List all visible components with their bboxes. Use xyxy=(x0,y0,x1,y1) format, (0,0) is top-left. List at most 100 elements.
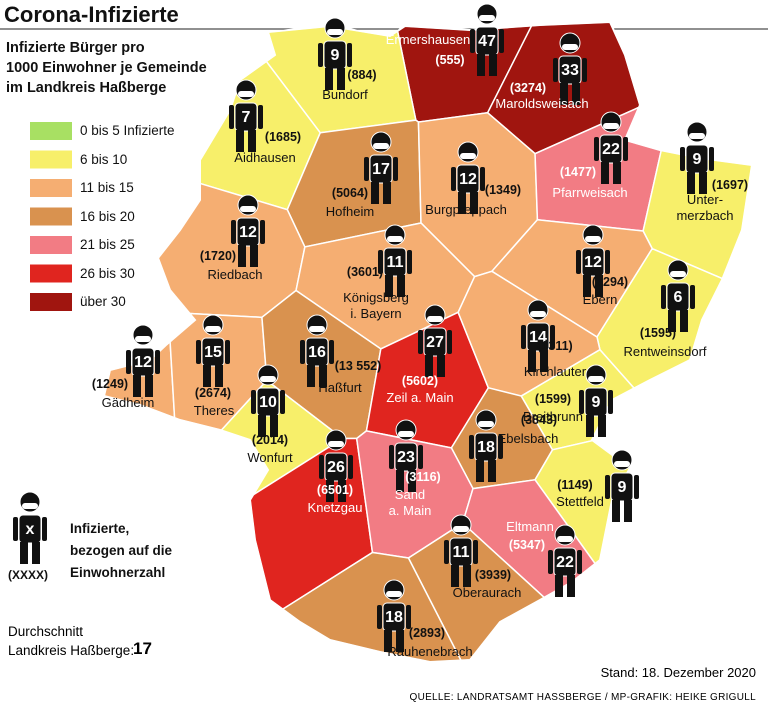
icon-number: 7 xyxy=(242,109,251,126)
municipality-name: Eltmann xyxy=(506,519,554,534)
icon-leg xyxy=(396,470,404,492)
population: (1477) xyxy=(559,165,597,179)
population: (3274) xyxy=(509,81,547,95)
icon-arm xyxy=(377,605,382,629)
icon-arm xyxy=(300,340,305,364)
person-icon: 26 xyxy=(319,429,353,502)
icon-torso xyxy=(474,432,498,462)
icon-mask xyxy=(453,526,469,532)
icon-arm xyxy=(251,390,256,414)
person-icon: 15 xyxy=(196,314,230,387)
icon-number: 12 xyxy=(459,171,477,188)
icon-arm xyxy=(364,157,369,181)
icon-torso xyxy=(666,282,690,312)
icon-mask xyxy=(373,143,389,149)
icon-arm xyxy=(418,330,423,354)
population: (2014) xyxy=(251,433,289,447)
population: (6501) xyxy=(316,483,354,497)
icon-number: 11 xyxy=(453,544,470,561)
icon-torso xyxy=(18,514,42,544)
icon-leg xyxy=(270,415,278,437)
icon-leg xyxy=(133,375,141,397)
person-icon: 12 xyxy=(126,324,160,397)
icon-number: x xyxy=(26,521,35,538)
municipality-name: Rauhenebrach xyxy=(387,644,473,659)
icon-mask xyxy=(327,29,343,35)
source: QUELLE: LANDRATSAMT HASSBERGE / MP-GRAFI… xyxy=(409,692,756,703)
icon-number: 16 xyxy=(308,344,326,361)
person-icon: 18 xyxy=(377,579,411,652)
legend-swatch xyxy=(30,293,72,311)
date: Stand: 18. Dezember 2020 xyxy=(600,665,756,680)
icon-mask xyxy=(205,326,221,332)
person-icon: 14 xyxy=(521,299,555,372)
icon-leg xyxy=(477,54,485,76)
icon-leg xyxy=(437,355,445,377)
icon-torso xyxy=(234,102,258,132)
icon-leg xyxy=(203,365,211,387)
population: (1720) xyxy=(199,249,237,263)
legend-label: 26 bis 30 xyxy=(80,265,135,281)
icon-leg xyxy=(586,415,594,437)
icon-leg xyxy=(20,542,28,564)
municipality-name: Königsberg i. Bayern xyxy=(343,290,409,321)
icon-number: 22 xyxy=(602,141,620,158)
icon-arm xyxy=(389,445,394,469)
icon-mask xyxy=(603,123,619,129)
municipality-name: Ermershausen xyxy=(385,32,471,47)
icon-mask xyxy=(460,153,476,159)
icon-leg xyxy=(572,83,580,105)
population: (5347) xyxy=(508,538,546,552)
icon-leg xyxy=(425,355,433,377)
municipality-name: Ebern xyxy=(582,292,618,307)
icon-leg xyxy=(397,275,405,297)
icon-torso xyxy=(382,602,406,632)
icon-torso xyxy=(558,55,582,85)
icon-leg xyxy=(238,245,246,267)
municipality-name: Oberaurach xyxy=(452,585,522,600)
legend-swatch xyxy=(30,236,72,254)
person-icon: 16 xyxy=(300,314,334,387)
icon-leg xyxy=(451,565,459,587)
icon-arm xyxy=(196,340,201,364)
person-icon: 9 xyxy=(579,364,613,437)
icon-torso xyxy=(324,452,348,482)
icon-number: 11 xyxy=(387,254,404,271)
legend-label: 0 bis 5 Infizierte xyxy=(80,123,175,138)
icon-arm xyxy=(634,475,639,499)
icon-arm xyxy=(407,250,412,274)
icon-mask xyxy=(557,536,573,542)
person-icon: 27 xyxy=(418,304,452,377)
municipality-name: Haßfurt xyxy=(318,380,362,395)
icon-arm xyxy=(280,390,285,414)
icon-arm xyxy=(480,167,485,191)
icon-leg xyxy=(385,275,393,297)
municipality-name: Maroldsweisach xyxy=(495,96,589,111)
icon-torso xyxy=(394,442,418,472)
person-icon: 12 xyxy=(451,141,485,214)
icon-leg xyxy=(248,130,256,152)
person-icon: 12 xyxy=(576,224,610,297)
population: (2893) xyxy=(408,626,446,640)
icon-arm xyxy=(225,340,230,364)
legend-label: über 30 xyxy=(80,294,126,309)
icon-mask xyxy=(238,91,254,97)
icon-leg xyxy=(567,575,575,597)
population: (1599) xyxy=(534,392,572,406)
icon-leg xyxy=(325,68,333,90)
population: (1349) xyxy=(484,183,522,197)
icon-torso xyxy=(599,134,623,164)
subtitle: Infizierte Bürger pro 1000 Einwohner je … xyxy=(6,40,207,96)
icon-number: 12 xyxy=(134,354,152,371)
icon-leg xyxy=(236,130,244,152)
population: (7294) xyxy=(591,275,629,289)
average-label: Durchschnitt Landkreis Haßberge: xyxy=(8,624,135,658)
population: (2674) xyxy=(194,386,232,400)
legend-swatch xyxy=(30,122,72,140)
icon-arm xyxy=(521,325,526,349)
population: (1595) xyxy=(639,326,677,340)
icon-torso xyxy=(449,537,473,567)
icons: 47 33 9 7 17 12 22 9 12 11 12 6 12 15 16 27 14 10 9 18 26 23 9… xyxy=(126,3,714,652)
icon-arm xyxy=(577,550,582,574)
